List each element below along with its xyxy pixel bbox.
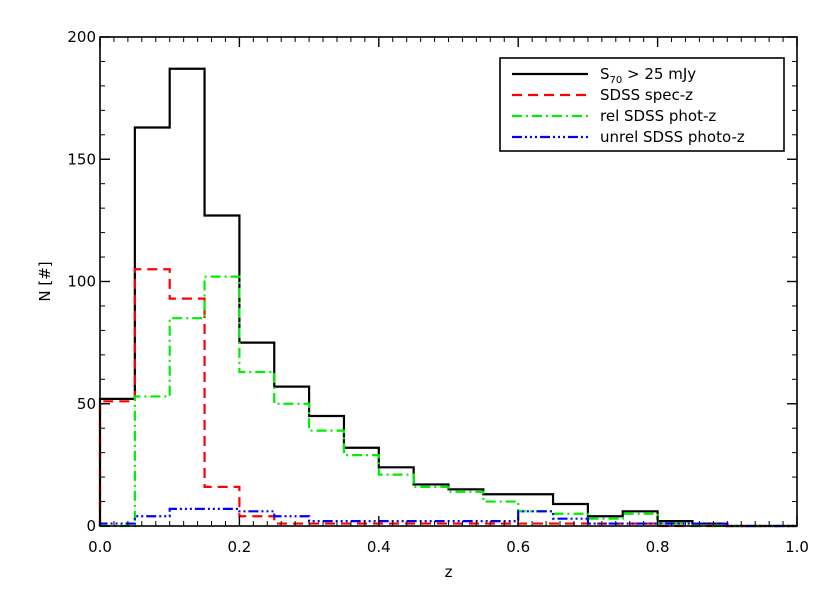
y-axis-title: N [#]: [36, 261, 54, 301]
legend-label-2: rel SDSS phot-z: [600, 107, 716, 125]
series-line-3: [98, 507, 797, 528]
plot-frame: [99, 36, 798, 527]
legend-label-0: S70 > 25 mJy: [600, 65, 696, 86]
y-tick-label: 100: [67, 273, 96, 291]
legend-label-1: SDSS spec-z: [600, 86, 693, 104]
x-tick-label: 1.0: [785, 538, 809, 556]
legend-label-3: unrel SDSS photo-z: [600, 128, 745, 146]
y-tick-label: 50: [77, 395, 96, 413]
x-axis-title: z: [445, 563, 453, 581]
x-tick-label: 0.0: [88, 538, 112, 556]
x-tick-label: 0.8: [646, 538, 670, 556]
y-tick-label: 200: [67, 28, 96, 46]
y-tick-label: 150: [67, 150, 96, 168]
x-tick-label: 0.6: [506, 538, 530, 556]
series-line-1: [98, 268, 797, 528]
x-tick-label: 0.4: [367, 538, 391, 556]
ticks-layer: 0.0 0.2 0.4 0.6 0.8 1.0 0 50 100 150 200: [67, 28, 809, 556]
series-line-2: [100, 275, 797, 528]
x-tick-label: 0.2: [227, 538, 251, 556]
y-tick-label: 0: [86, 517, 96, 535]
